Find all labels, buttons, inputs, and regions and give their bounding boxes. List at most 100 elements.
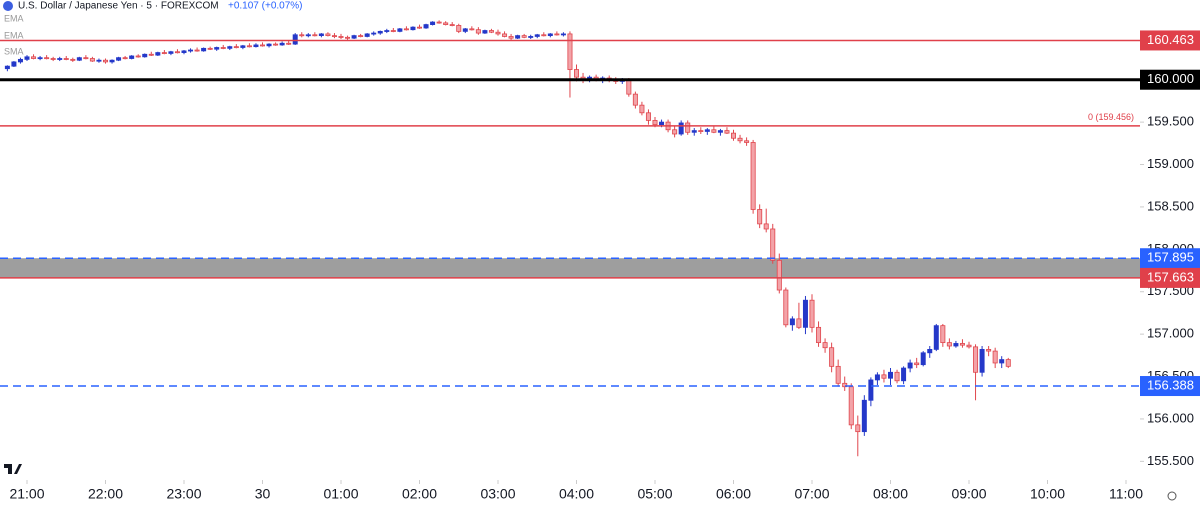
candle-body [37, 57, 43, 60]
candle-body [946, 342, 952, 347]
candle-body [240, 45, 246, 48]
candle-body [979, 348, 985, 373]
candle-body [632, 93, 638, 106]
candle-body [659, 121, 665, 126]
x-tick-label: 10:00 [1030, 486, 1065, 502]
candle-body [403, 28, 409, 31]
candle-body [345, 36, 351, 39]
indicator: EMA [4, 30, 24, 40]
candle-body [292, 34, 298, 45]
candle-body [547, 33, 553, 37]
candle-body [207, 47, 213, 50]
candle-body [116, 57, 122, 61]
candle-body [135, 55, 141, 58]
price-label: 160.463 [1147, 32, 1194, 47]
candle-body [508, 36, 514, 39]
x-tick-label: 02:00 [402, 486, 437, 502]
candle-body [325, 33, 331, 37]
candle-body [488, 30, 494, 33]
price-label-box [1140, 30, 1200, 51]
candle-body [201, 47, 207, 52]
candle-body [188, 49, 194, 52]
candle-body [809, 299, 815, 328]
candle-body [554, 33, 560, 36]
candle-body [502, 33, 508, 37]
y-tick-label: 156.000 [1147, 410, 1194, 425]
candle-body [783, 289, 789, 326]
price-label-box [1140, 69, 1200, 90]
candle-body [70, 58, 76, 61]
x-tick-label: 23:00 [166, 486, 201, 502]
candle-body [953, 343, 959, 347]
candle-body [888, 371, 894, 379]
candle-body [482, 30, 488, 34]
candle-body [50, 58, 56, 60]
candle-body [318, 33, 324, 37]
candle-body [24, 56, 30, 60]
y-tick-label: 159.000 [1147, 156, 1194, 171]
candle-body [331, 35, 337, 38]
y-tick-label: 159.500 [1147, 114, 1194, 129]
settings-icon[interactable] [1167, 491, 1177, 501]
price-label-box [1140, 376, 1200, 397]
candle-body [789, 318, 795, 326]
candle-body [462, 28, 468, 32]
candle-body [737, 137, 743, 142]
candle-body [959, 343, 965, 346]
logo [4, 464, 22, 474]
candle-body [672, 129, 678, 135]
candle-body [161, 52, 167, 54]
candle-body [1005, 359, 1011, 367]
candle-body [999, 359, 1005, 364]
candle-body [829, 347, 835, 367]
candle-body [521, 35, 527, 38]
candle-body [377, 30, 383, 34]
candle-body [358, 35, 364, 38]
candle-body [645, 112, 651, 121]
candle-body [214, 47, 220, 50]
candle-body [416, 26, 422, 29]
candle-body [515, 35, 521, 39]
candle-body [174, 51, 180, 54]
candle-body [273, 43, 279, 46]
candle-body [96, 59, 102, 62]
candle-body [142, 53, 148, 58]
candle-body [626, 79, 632, 95]
change: +0.107 (+0.07%) [228, 1, 303, 12]
candle-body [148, 53, 154, 56]
candle-body [181, 50, 187, 53]
level-note: 0 (159.456) [1088, 112, 1134, 122]
candle-body [757, 209, 763, 225]
candle-body [89, 58, 95, 62]
candle-body [253, 44, 259, 48]
candle-body [920, 352, 926, 366]
indicator: SMA [4, 46, 24, 56]
candle-body [364, 33, 370, 37]
candle-body [835, 365, 841, 384]
candle-body [266, 43, 272, 47]
candle-body [233, 46, 239, 49]
price-label: 160.000 [1147, 71, 1194, 86]
candle-body [567, 33, 573, 70]
candle-body [259, 44, 265, 47]
candle-body [842, 382, 848, 388]
candle-body [443, 22, 449, 25]
candle-body [731, 132, 737, 139]
candle-body [312, 34, 318, 37]
candle-body [881, 374, 887, 379]
candle-body [868, 379, 874, 401]
candle-body [534, 34, 540, 37]
candle-body [430, 21, 436, 25]
candle-body [704, 129, 710, 132]
candle-body [986, 348, 992, 352]
candle-body [796, 318, 802, 328]
candle-body [17, 58, 23, 63]
candle-body [456, 25, 462, 32]
candle-body [122, 57, 128, 60]
candle-body [351, 35, 357, 39]
candle-body [57, 58, 63, 60]
candle-body [874, 374, 880, 381]
candle-body [691, 130, 697, 133]
